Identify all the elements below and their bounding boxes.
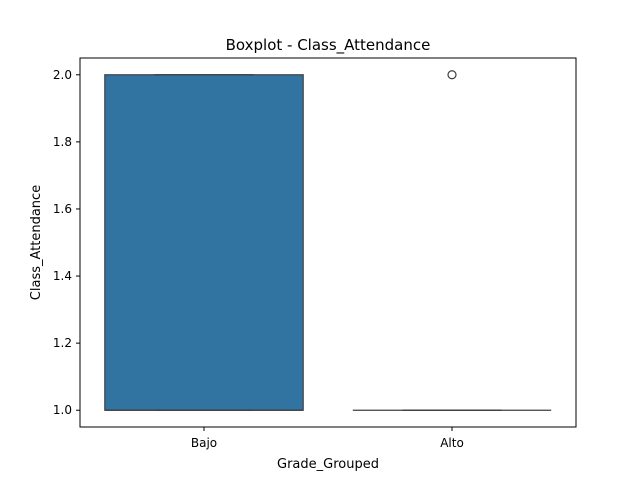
plot-area bbox=[104, 70, 552, 411]
x-axis: Bajo Alto bbox=[191, 427, 464, 450]
axes-frame bbox=[79, 57, 577, 428]
box-group-bajo bbox=[104, 74, 304, 411]
y-tick-label: 1.6 bbox=[53, 202, 72, 216]
outlier-alto-0 bbox=[447, 70, 457, 80]
y-axis-label: Class_Attendance bbox=[29, 185, 44, 300]
y-axis: 1.0 1.2 1.4 1.6 1.8 2.0 bbox=[53, 68, 80, 417]
box-bajo bbox=[104, 74, 304, 411]
x-tick-label: Alto bbox=[440, 436, 464, 450]
x-axis-label: Grade_Grouped bbox=[277, 457, 379, 472]
y-tick-label: 1.2 bbox=[53, 336, 72, 350]
y-tick-label: 1.0 bbox=[53, 403, 72, 417]
y-tick-label: 2.0 bbox=[53, 68, 72, 82]
x-tick-label: Bajo bbox=[191, 436, 217, 450]
box-group-alto bbox=[352, 70, 552, 411]
y-tick-label: 1.8 bbox=[53, 135, 72, 149]
chart-title: Boxplot - Class_Attendance bbox=[226, 36, 431, 55]
y-tick-label: 1.4 bbox=[53, 269, 72, 283]
